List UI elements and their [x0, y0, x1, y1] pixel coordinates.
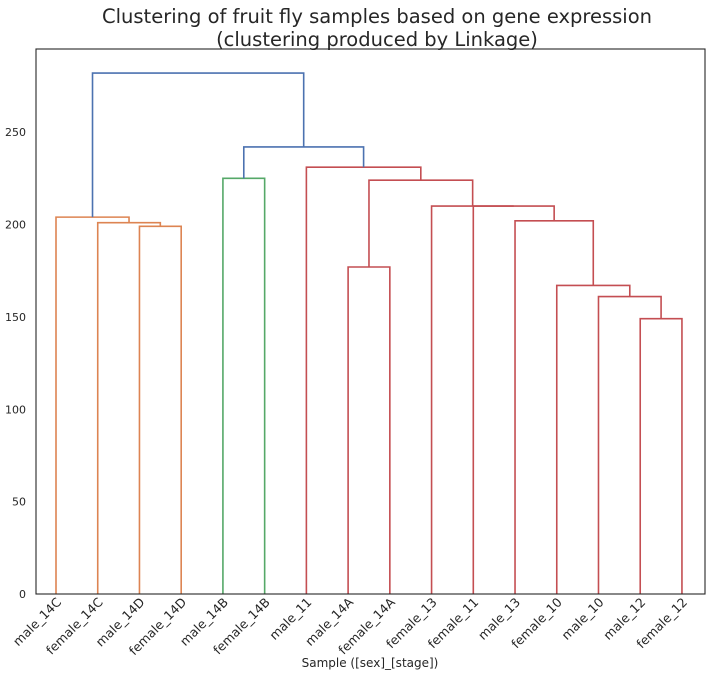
- dendrogram-link-3: [55, 216, 130, 594]
- dendrogram-link-12: [368, 179, 474, 267]
- dendrogram-links: [55, 72, 683, 594]
- chart-title-line-1: Clustering of fruit fly samples based on…: [102, 5, 652, 28]
- dendrogram-link-7: [597, 295, 662, 594]
- plot-frame: [35, 48, 706, 595]
- x-axis-ticks: male_14Cfemale_14Cmale_14Dfemale_14Dmale…: [10, 594, 690, 658]
- dendrogram-link-14: [242, 146, 365, 179]
- dendrogram-link-13: [305, 166, 422, 594]
- y-tick-label: 250: [5, 126, 26, 139]
- x-tick-label: male_10: [558, 594, 606, 642]
- dendrogram-link-10: [472, 205, 555, 594]
- dendrogram-link-5: [347, 266, 391, 594]
- dendrogram-link-8: [555, 284, 631, 594]
- dendrogram-link-9: [514, 220, 595, 594]
- dendrogram-link-2: [96, 221, 162, 594]
- dendrogram-link-1: [138, 225, 182, 594]
- dendrogram-link-4: [222, 177, 266, 594]
- y-tick-label: 0: [19, 588, 26, 601]
- dendrogram-link-15: [91, 72, 305, 218]
- y-tick-label: 100: [5, 403, 26, 416]
- y-tick-label: 200: [5, 219, 26, 232]
- y-axis-ticks: 0 50 100 150 200 250: [5, 126, 26, 601]
- dendrogram-link-11: [430, 205, 514, 594]
- x-axis-label: Sample ([sex]_[stage]): [302, 656, 439, 670]
- dendrogram-link-6: [639, 317, 683, 594]
- chart-title-line-2: (clustering produced by Linkage): [216, 28, 538, 51]
- y-tick-label: 50: [12, 496, 26, 509]
- y-tick-label: 150: [5, 311, 26, 324]
